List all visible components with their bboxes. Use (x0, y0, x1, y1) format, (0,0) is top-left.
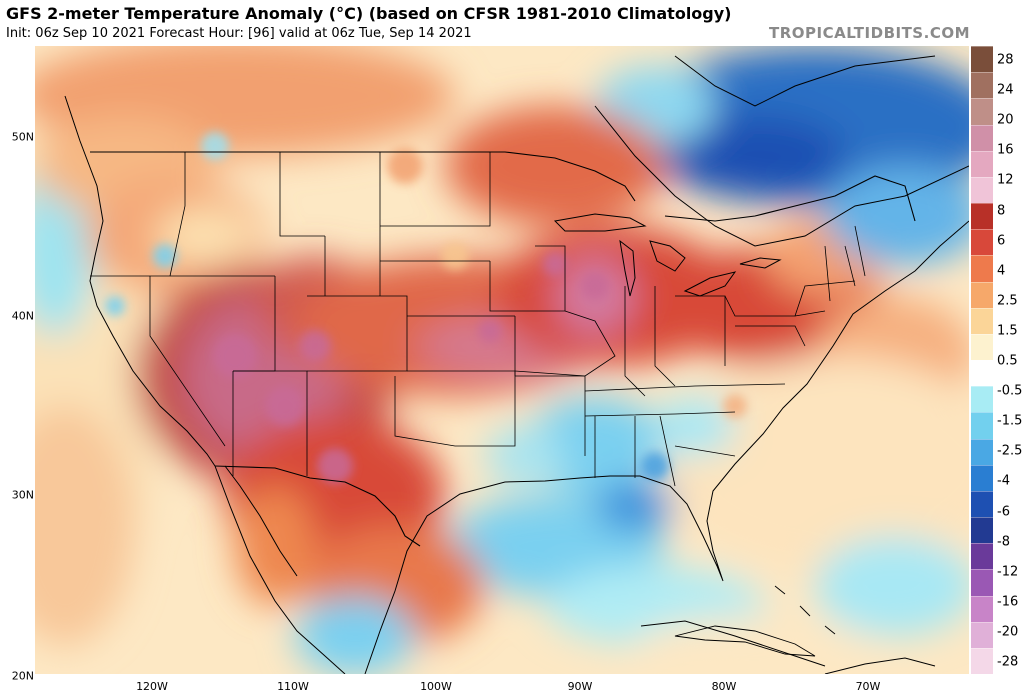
legend-swatch (971, 386, 993, 413)
legend-swatch (971, 438, 993, 466)
legend-label: 0.5 (997, 353, 1018, 369)
legend-label: -6 (997, 504, 1010, 519)
lon-label-100w: 100W (420, 680, 452, 693)
legend-swatch (971, 517, 993, 544)
legend-swatch (971, 46, 993, 73)
legend-swatch (971, 307, 993, 335)
state-borders (90, 152, 866, 487)
legend-swatch (971, 98, 993, 125)
lon-label-120w: 120W (136, 680, 168, 693)
lat-label-20n: 20N (11, 669, 34, 683)
legend-label: 6 (997, 233, 1006, 249)
legend-swatch (971, 333, 993, 361)
legend-swatch (971, 569, 993, 596)
map-title: GFS 2-meter Temperature Anomaly (°C) (ba… (6, 4, 732, 23)
legend-label: 24 (997, 82, 1014, 98)
legend-swatch (971, 229, 993, 256)
lon-label-80w: 80W (711, 680, 737, 693)
legend-swatch (971, 360, 993, 387)
legend-swatch (971, 150, 993, 178)
brand-watermark: TROPICALTIDBITS.COM (769, 24, 970, 42)
legend-label: 28 (997, 52, 1014, 68)
legend-swatch (971, 647, 993, 675)
legend-swatch (971, 412, 993, 439)
great-lakes (553, 213, 782, 297)
legend-label: 2.5 (997, 293, 1018, 309)
legend-label: 20 (997, 112, 1014, 128)
legend-label: 1.5 (997, 323, 1018, 339)
legend-swatch (971, 281, 993, 309)
legend-label: -12 (997, 564, 1019, 580)
anomaly-map (35, 46, 969, 674)
legend-swatch (971, 72, 993, 99)
legend-swatch (971, 203, 993, 230)
legend-swatch (971, 176, 993, 204)
lat-label-40n: 40N (11, 309, 34, 323)
legend-label: -20 (997, 624, 1019, 640)
legend-swatch (971, 464, 993, 492)
legend-label: -8 (997, 534, 1010, 550)
legend-label: 16 (997, 142, 1014, 158)
coastlines (64, 55, 969, 674)
legend-label: -28 (997, 654, 1019, 670)
legend-swatch (971, 255, 993, 282)
legend-swatch (971, 124, 993, 152)
legend-label: -2.5 (997, 443, 1023, 459)
legend-label: -0.5 (997, 383, 1023, 399)
legend-label: -16 (997, 594, 1019, 610)
anomaly-field (35, 46, 969, 674)
legend-swatch (971, 621, 993, 649)
legend-label: 8 (997, 203, 1006, 218)
country-borders (90, 151, 916, 547)
legend-label: 12 (997, 172, 1014, 188)
legend-swatch (971, 543, 993, 570)
legend-swatch (971, 490, 993, 518)
legend-swatch (971, 595, 993, 623)
lon-label-110w: 110W (277, 680, 309, 693)
lon-label-70w: 70W (855, 680, 881, 693)
legend-label: 4 (997, 263, 1006, 279)
map-subtitle: Init: 06z Sep 10 2021 Forecast Hour: [96… (6, 26, 472, 41)
legend-label: -4 (997, 473, 1010, 489)
legend-label: -1.5 (997, 413, 1023, 429)
lon-label-90w: 90W (567, 680, 593, 693)
lat-label-50n: 50N (11, 130, 34, 144)
caribbean-islands (674, 585, 836, 657)
color-legend (971, 46, 993, 675)
lat-label-30n: 30N (11, 488, 34, 502)
